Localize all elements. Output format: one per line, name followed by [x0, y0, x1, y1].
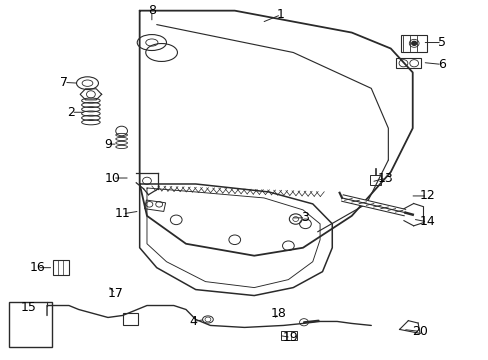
Text: 11: 11 [115, 207, 130, 220]
Text: 2: 2 [67, 106, 75, 119]
Bar [369, 175, 380, 185]
Bar [144, 200, 165, 211]
Text: 12: 12 [419, 189, 434, 202]
Bar [53, 261, 69, 275]
Bar [400, 35, 427, 52]
Circle shape [411, 41, 416, 45]
Text: 6: 6 [437, 58, 445, 71]
Text: 15: 15 [21, 301, 37, 314]
Text: 14: 14 [419, 215, 434, 228]
Text: 17: 17 [107, 287, 123, 300]
Text: 7: 7 [60, 76, 68, 89]
Text: 8: 8 [147, 4, 156, 17]
Text: 19: 19 [283, 331, 298, 344]
Text: 20: 20 [411, 325, 427, 338]
Text: 1: 1 [277, 8, 285, 21]
Bar [395, 58, 420, 68]
Text: 4: 4 [189, 315, 197, 328]
Text: 9: 9 [104, 138, 112, 150]
Bar [281, 330, 296, 340]
Bar [9, 302, 52, 347]
Text: 10: 10 [105, 171, 121, 185]
Text: 18: 18 [270, 307, 286, 320]
Text: 3: 3 [301, 211, 309, 224]
Bar [122, 314, 138, 325]
Text: 13: 13 [377, 171, 393, 185]
Text: 16: 16 [29, 261, 45, 274]
Text: 5: 5 [437, 36, 445, 49]
